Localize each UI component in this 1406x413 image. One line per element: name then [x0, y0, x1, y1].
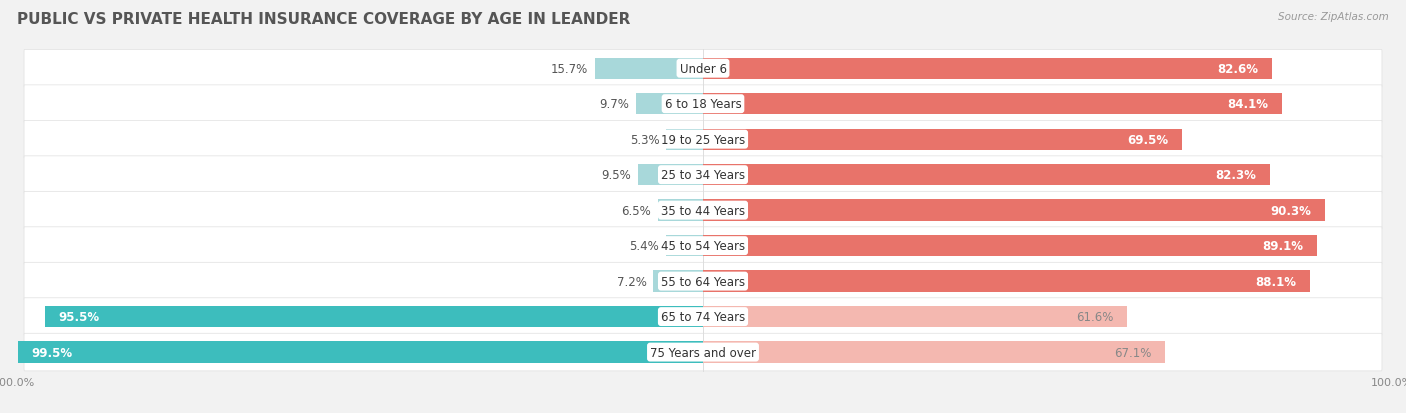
Bar: [703, 165, 1270, 186]
Text: 15.7%: 15.7%: [551, 62, 588, 76]
Bar: [703, 129, 1182, 150]
Text: 99.5%: 99.5%: [31, 346, 72, 359]
FancyBboxPatch shape: [24, 333, 1382, 371]
Bar: [703, 342, 1166, 363]
Bar: [703, 235, 1317, 256]
Text: 6 to 18 Years: 6 to 18 Years: [665, 98, 741, 111]
Text: 6.5%: 6.5%: [621, 204, 651, 217]
Bar: [703, 306, 1128, 328]
Text: 89.1%: 89.1%: [1263, 240, 1303, 252]
Text: 7.2%: 7.2%: [617, 275, 647, 288]
Bar: [666, 235, 703, 256]
FancyBboxPatch shape: [24, 85, 1382, 123]
Bar: [658, 200, 703, 221]
Text: 88.1%: 88.1%: [1256, 275, 1296, 288]
FancyBboxPatch shape: [24, 157, 1382, 194]
Text: 95.5%: 95.5%: [59, 310, 100, 323]
Text: 69.5%: 69.5%: [1128, 133, 1168, 146]
Bar: [654, 271, 703, 292]
Text: Under 6: Under 6: [679, 62, 727, 76]
Text: 65 to 74 Years: 65 to 74 Years: [661, 310, 745, 323]
Bar: [703, 200, 1324, 221]
Text: PUBLIC VS PRIVATE HEALTH INSURANCE COVERAGE BY AGE IN LEANDER: PUBLIC VS PRIVATE HEALTH INSURANCE COVER…: [17, 12, 630, 27]
Text: 25 to 34 Years: 25 to 34 Years: [661, 169, 745, 182]
Text: 82.3%: 82.3%: [1215, 169, 1256, 182]
Text: 90.3%: 90.3%: [1271, 204, 1312, 217]
FancyBboxPatch shape: [24, 298, 1382, 336]
FancyBboxPatch shape: [24, 263, 1382, 300]
Text: 5.4%: 5.4%: [628, 240, 659, 252]
Bar: [17, 342, 703, 363]
Bar: [703, 58, 1272, 80]
Text: Source: ZipAtlas.com: Source: ZipAtlas.com: [1278, 12, 1389, 22]
FancyBboxPatch shape: [24, 50, 1382, 88]
Bar: [703, 94, 1282, 115]
Bar: [45, 306, 703, 328]
Bar: [703, 271, 1310, 292]
Text: 5.3%: 5.3%: [630, 133, 659, 146]
FancyBboxPatch shape: [24, 121, 1382, 159]
Text: 9.7%: 9.7%: [599, 98, 630, 111]
Bar: [666, 129, 703, 150]
Bar: [636, 94, 703, 115]
Text: 45 to 54 Years: 45 to 54 Years: [661, 240, 745, 252]
Bar: [637, 165, 703, 186]
Text: 75 Years and over: 75 Years and over: [650, 346, 756, 359]
FancyBboxPatch shape: [24, 227, 1382, 265]
Text: 35 to 44 Years: 35 to 44 Years: [661, 204, 745, 217]
Text: 55 to 64 Years: 55 to 64 Years: [661, 275, 745, 288]
Text: 9.5%: 9.5%: [600, 169, 631, 182]
Text: 61.6%: 61.6%: [1076, 310, 1114, 323]
Text: 84.1%: 84.1%: [1227, 98, 1268, 111]
Text: 67.1%: 67.1%: [1114, 346, 1152, 359]
FancyBboxPatch shape: [24, 192, 1382, 229]
Bar: [595, 58, 703, 80]
Text: 82.6%: 82.6%: [1218, 62, 1258, 76]
Text: 19 to 25 Years: 19 to 25 Years: [661, 133, 745, 146]
